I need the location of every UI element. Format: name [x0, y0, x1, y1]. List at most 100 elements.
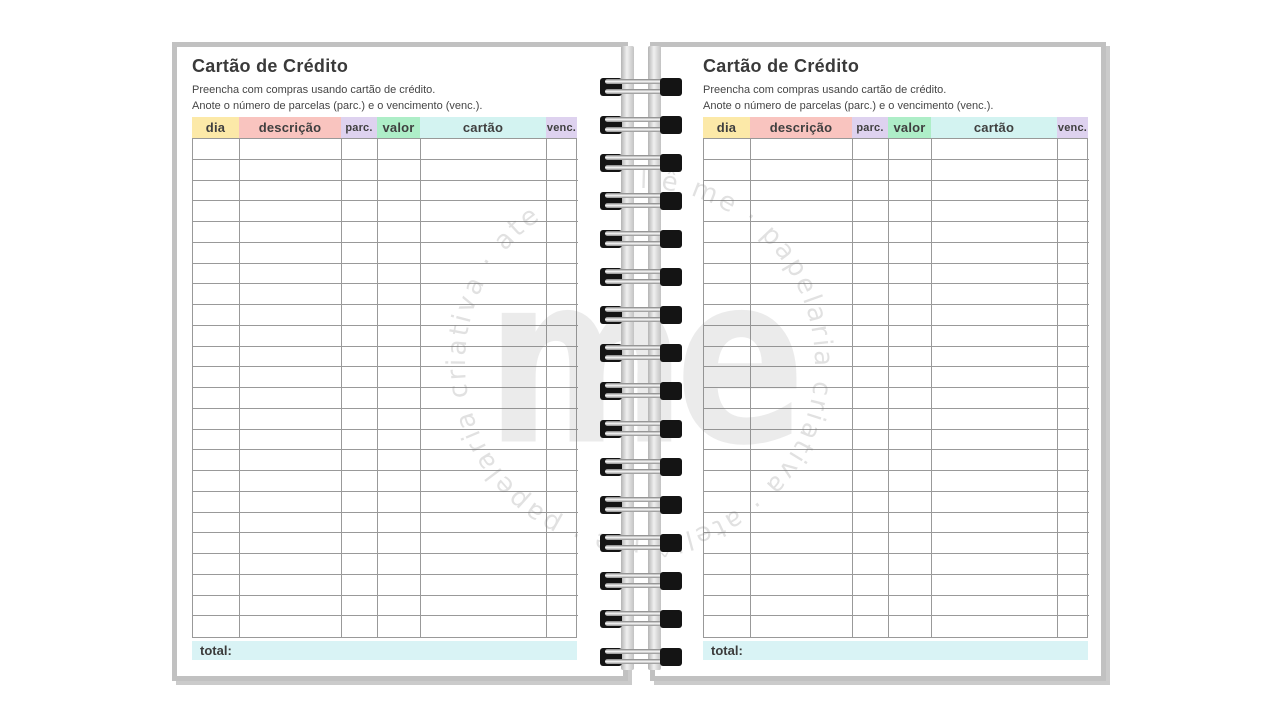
table-cell	[378, 242, 421, 264]
table-cell	[932, 595, 1058, 617]
table-cell	[853, 450, 889, 471]
table-cell	[193, 471, 240, 492]
table-cell	[853, 180, 889, 202]
column-header-venc: venc.	[546, 117, 577, 138]
table-cell	[193, 139, 240, 160]
table-cell	[889, 408, 932, 430]
table-cell	[932, 284, 1058, 305]
table-cell	[547, 596, 578, 617]
table-cell	[342, 595, 378, 617]
table-cell	[751, 367, 853, 388]
table-cell	[889, 533, 932, 554]
table-cell	[421, 512, 547, 534]
table-cell	[889, 263, 932, 285]
table-cell	[704, 388, 751, 409]
page-title: Cartão de Crédito	[703, 56, 860, 76]
table-cell	[889, 574, 932, 596]
table-cell	[932, 616, 1058, 637]
table-cell	[421, 139, 547, 160]
instruction-line-1: Preencha com compras usando cartão de cr…	[703, 84, 947, 96]
table-cell	[342, 471, 378, 492]
table-cell	[547, 513, 578, 534]
table-cell	[889, 471, 932, 492]
table-cell	[853, 139, 889, 160]
table-cell	[342, 180, 378, 202]
table-cell	[421, 242, 547, 264]
table-cell	[889, 450, 932, 471]
table-cell	[342, 388, 378, 409]
table-cell	[853, 595, 889, 617]
table-cell	[240, 139, 342, 160]
table-cell	[342, 305, 378, 326]
table-cell	[704, 180, 751, 202]
table-cell	[932, 512, 1058, 534]
table-cell	[342, 533, 378, 554]
instruction-line-2: Anote o número de parcelas (parc.) e o v…	[192, 100, 483, 112]
table-cell	[1058, 430, 1089, 451]
column-header-cartao: cartão	[420, 117, 546, 138]
table-cell	[342, 367, 378, 388]
instruction-line-1: Preencha com compras usando cartão de cr…	[192, 84, 436, 96]
table-cell	[1058, 139, 1089, 160]
table-cell	[240, 533, 342, 554]
table-cell	[547, 450, 578, 471]
total-row: total:	[192, 641, 577, 660]
page-left-content: Cartão de Crédito Preencha com compras u…	[177, 47, 623, 676]
table-cell	[193, 616, 240, 637]
table-cell	[889, 325, 932, 347]
table-cell	[193, 180, 240, 202]
table-cell	[421, 367, 547, 388]
table-cell	[378, 429, 421, 451]
expense-table: dia descrição parc. valor cartão venc.	[703, 117, 1089, 638]
table-cell	[751, 284, 853, 305]
table-cell	[193, 222, 240, 243]
table-cell	[193, 450, 240, 471]
table-cell	[704, 242, 751, 264]
table-cell	[378, 346, 421, 368]
table-cell	[853, 388, 889, 409]
table-cell	[889, 201, 932, 222]
table-cell	[240, 367, 342, 388]
table-cell	[704, 159, 751, 181]
table-cell	[378, 408, 421, 430]
table-cell	[704, 325, 751, 347]
table-cell	[421, 388, 547, 409]
table-cell	[932, 450, 1058, 471]
table-cell	[547, 243, 578, 264]
table-cell	[378, 305, 421, 326]
table-header-row: dia descrição parc. valor cartão venc.	[192, 117, 577, 138]
table-cell	[751, 616, 853, 637]
table-cell	[547, 533, 578, 554]
table-cell	[240, 242, 342, 264]
table-cell	[853, 554, 889, 575]
column-header-descricao: descrição	[750, 117, 852, 138]
table-cell	[193, 263, 240, 285]
table-cell	[193, 429, 240, 451]
table-cell	[1058, 596, 1089, 617]
table-cell	[193, 554, 240, 575]
table-cell	[932, 471, 1058, 492]
table-cell	[193, 305, 240, 326]
table-cell	[193, 346, 240, 368]
table-cell	[240, 471, 342, 492]
column-header-dia: dia	[703, 117, 750, 138]
column-header-cartao: cartão	[931, 117, 1057, 138]
table-cell	[193, 491, 240, 513]
page-right: Cartão de Crédito Preencha com compras u…	[650, 42, 1106, 681]
table-cell	[193, 512, 240, 534]
expense-table: dia descrição parc. valor cartão venc.	[192, 117, 578, 638]
table-cell	[240, 429, 342, 451]
table-cell	[378, 574, 421, 596]
table-cell	[421, 595, 547, 617]
table-cell	[547, 326, 578, 347]
table-cell	[421, 222, 547, 243]
table-cell	[889, 284, 932, 305]
table-cell	[547, 367, 578, 388]
table-header-row: dia descrição parc. valor cartão venc.	[703, 117, 1088, 138]
table-cell	[889, 388, 932, 409]
table-cell	[240, 450, 342, 471]
column-header-venc: venc.	[1057, 117, 1088, 138]
table-cell	[853, 201, 889, 222]
table-cell	[751, 159, 853, 181]
table-cell	[889, 159, 932, 181]
